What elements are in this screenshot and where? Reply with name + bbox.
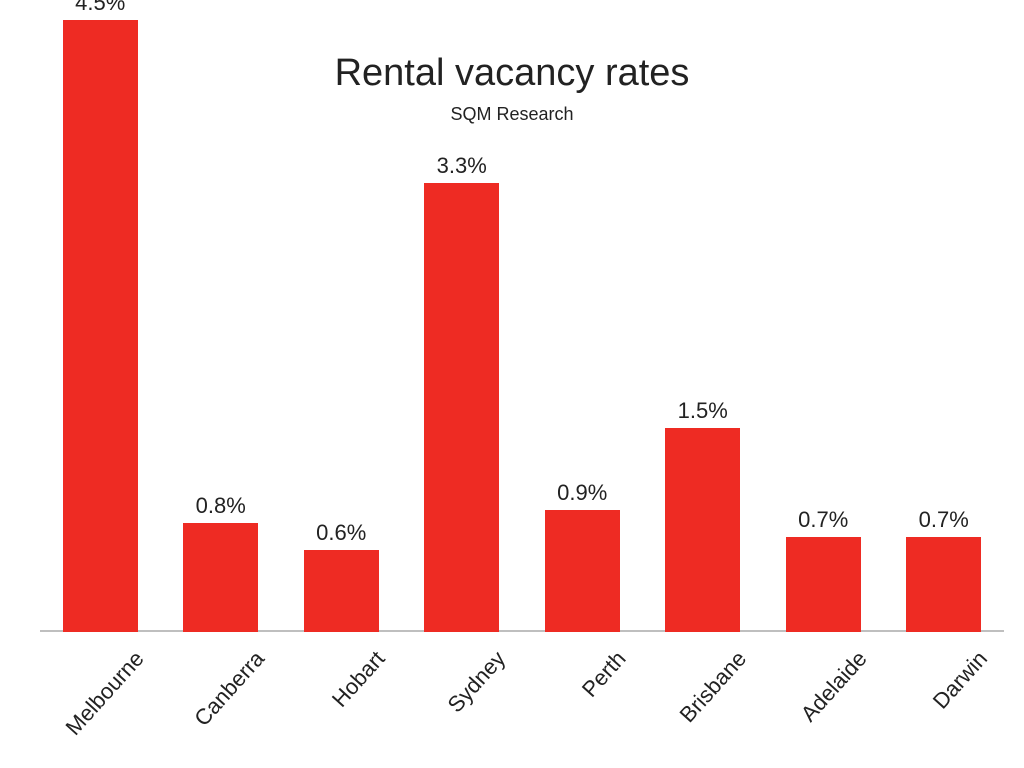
bar xyxy=(786,537,861,632)
plot-area xyxy=(40,20,1004,632)
bar xyxy=(906,537,981,632)
bar-value-label: 0.9% xyxy=(522,480,643,506)
vacancy-rate-chart: Rental vacancy rates SQM Research 4.5%Me… xyxy=(0,0,1024,768)
bar-value-label: 0.6% xyxy=(281,520,402,546)
bar-value-label: 4.5% xyxy=(40,0,161,16)
bar-value-label: 0.7% xyxy=(884,507,1005,533)
category-label: Canberra xyxy=(83,646,270,768)
bar xyxy=(63,20,138,632)
bar-value-label: 0.7% xyxy=(763,507,884,533)
bar-value-label: 0.8% xyxy=(161,493,282,519)
bar xyxy=(424,183,499,632)
category-label: Melbourne xyxy=(43,646,149,760)
bar xyxy=(304,550,379,632)
bar-value-label: 1.5% xyxy=(643,398,764,424)
bar xyxy=(665,428,740,632)
bar xyxy=(183,523,258,632)
bar xyxy=(545,510,620,632)
bar-value-label: 3.3% xyxy=(402,153,523,179)
